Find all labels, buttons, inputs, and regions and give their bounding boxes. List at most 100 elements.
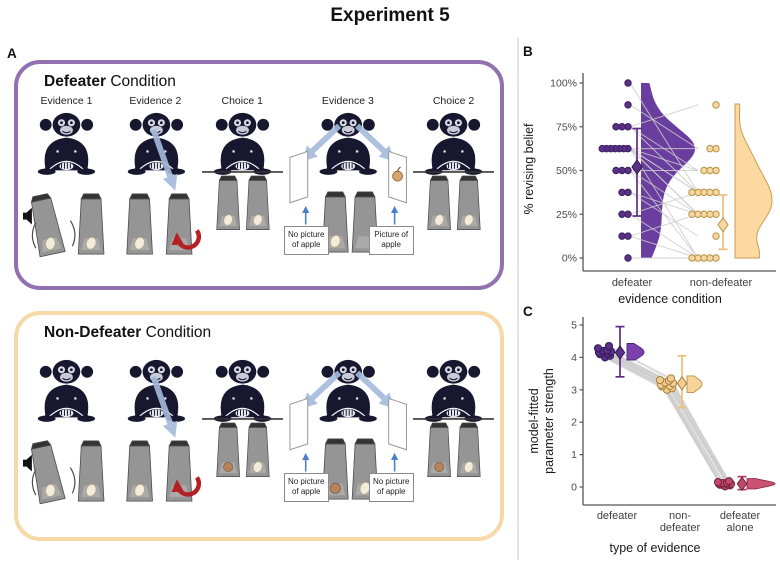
container-box-icon: [456, 422, 481, 478]
column-label-choice-1: Choice 1: [221, 95, 263, 107]
picture-card-icon: [289, 397, 308, 451]
container-box-icon: [126, 193, 153, 255]
defeater-title-bold: Defeater: [44, 73, 107, 90]
svg-text:3: 3: [571, 384, 577, 396]
figure-title: Experiment 5: [330, 5, 450, 26]
gaze-arrow-icon: [150, 375, 178, 438]
violin-defeater-alone: [746, 478, 776, 490]
chimpanzee-icon: [37, 359, 96, 423]
container-box-icon: [456, 175, 481, 231]
gaze-arrow-icon: [300, 370, 342, 409]
non-defeater-title-rest: Condition: [141, 324, 212, 341]
defeater-title-rest: Condition: [106, 73, 176, 90]
note-picture-of-apple: Picture of apple: [368, 226, 414, 255]
svg-text:non-defeater: non-defeater: [690, 277, 753, 289]
reposition-arrow-icon: [171, 476, 201, 497]
note-no-picture-of-apple: No picture of apple: [368, 473, 414, 502]
gaze-arrow-icon: [354, 123, 395, 162]
chimpanzee-icon: [212, 359, 272, 423]
column-label-evidence-2: Evidence 2: [129, 95, 182, 107]
subject-lines: [598, 345, 731, 487]
scene-nondefeater-evidence-1: [23, 356, 110, 508]
svg-text:50%: 50%: [556, 165, 577, 177]
scene-defeater-evidence-1: [23, 109, 110, 261]
column-label-evidence-1: Evidence 1: [40, 95, 93, 107]
svg-text:0%: 0%: [562, 253, 577, 265]
table-edge: [413, 418, 495, 420]
scene-defeater-choice-2: [412, 109, 495, 261]
non-defeater-points: [688, 101, 720, 262]
defeater-scenes: No picture of apple Picture of apple: [18, 109, 500, 261]
interval-non-defeater: [676, 354, 688, 409]
non-defeater-condition-title: Non-Defeater Condition: [44, 324, 500, 342]
subject-pair-lines: [629, 82, 699, 259]
container-box-icon: [216, 175, 240, 231]
shaking-box-icon: [27, 192, 66, 258]
svg-text:100%: 100%: [550, 78, 577, 90]
chimpanzee-icon: [318, 112, 378, 176]
scene-nondefeater-evidence-2: [110, 356, 201, 508]
container-box-icon: [126, 440, 153, 502]
shake-lines-icon: [31, 467, 76, 496]
container-box-icon: [77, 440, 105, 502]
axes: [582, 317, 776, 506]
interval-markers: [631, 127, 729, 251]
reposition-arrow-icon: [171, 229, 201, 250]
table-edge: [201, 171, 283, 173]
column-label-evidence-3: Evidence 3: [321, 95, 374, 107]
scene-defeater-evidence-3: No picture of apple Picture of apple: [283, 109, 414, 261]
non-defeater-scenes: No picture of apple No picture of apple: [18, 356, 500, 508]
y-tick-labels: 0 1 2 3 4 5: [571, 320, 583, 494]
note-no-picture-of-apple: No picture of apple: [283, 226, 329, 255]
container-box-icon: [216, 422, 240, 478]
panel-a-label: A: [7, 46, 17, 61]
container-box-icon: [245, 422, 270, 478]
points-defeater: [593, 341, 616, 362]
raincloud-plot-revising-belief: 0% 25% 50% 75% 100% defeater non-defeater: [550, 73, 776, 289]
chimpanzee-icon: [318, 359, 378, 423]
svg-text:defeater: defeater: [612, 277, 653, 289]
x-category-labels: defeater non-defeater: [612, 277, 753, 289]
svg-text:defeater: defeater: [597, 510, 638, 522]
chimpanzee-icon: [424, 359, 483, 423]
svg-text:alone: alone: [727, 522, 754, 534]
picture-card-icon: [289, 150, 308, 204]
svg-text:0: 0: [571, 482, 577, 494]
points-defeater-alone: [713, 477, 736, 491]
gaze-arrow-icon: [150, 128, 178, 191]
note-no-picture-of-apple: No picture of apple: [283, 473, 329, 502]
y-tick-labels: 0% 25% 50% 75% 100%: [550, 78, 583, 265]
gaze-arrow-icon: [354, 370, 395, 409]
violin-defeater: [626, 343, 645, 361]
table-edge: [201, 418, 283, 420]
violin-non-defeater: [686, 375, 703, 393]
shaking-box-icon: [27, 439, 66, 505]
chimpanzee-icon: [37, 112, 96, 176]
container-box-icon: [77, 193, 105, 255]
non-defeater-condition-box: Non-Defeater Condition: [14, 311, 504, 541]
svg-text:non-: non-: [669, 510, 691, 522]
svg-text:defeater: defeater: [720, 510, 761, 522]
column-label-choice-2: Choice 2: [432, 95, 475, 107]
panel-b-label: B: [523, 44, 533, 59]
interval-defeater-alone: [736, 475, 748, 492]
points-non-defeater: [655, 374, 678, 394]
svg-text:4: 4: [571, 352, 577, 364]
defeater-points: [598, 79, 632, 262]
svg-text:defeater: defeater: [660, 522, 701, 534]
scene-nondefeater-choice-2: [412, 356, 495, 508]
defeater-condition-title: Defeater Condition: [44, 73, 500, 91]
svg-text:25%: 25%: [556, 209, 577, 221]
panel-divider: [517, 38, 519, 560]
container-box-icon: [427, 422, 452, 478]
container-box-icon: [245, 175, 270, 231]
axes: [582, 73, 776, 272]
table-edge: [413, 171, 495, 173]
container-box-icon: [427, 175, 452, 231]
panel-c-x-axis-title: type of evidence: [609, 541, 701, 555]
svg-text:2: 2: [571, 417, 577, 429]
defeater-column-labels: Evidence 1 Evidence 2 Choice 1 Evidence …: [18, 95, 500, 107]
apple-picture-icon: [391, 166, 403, 182]
